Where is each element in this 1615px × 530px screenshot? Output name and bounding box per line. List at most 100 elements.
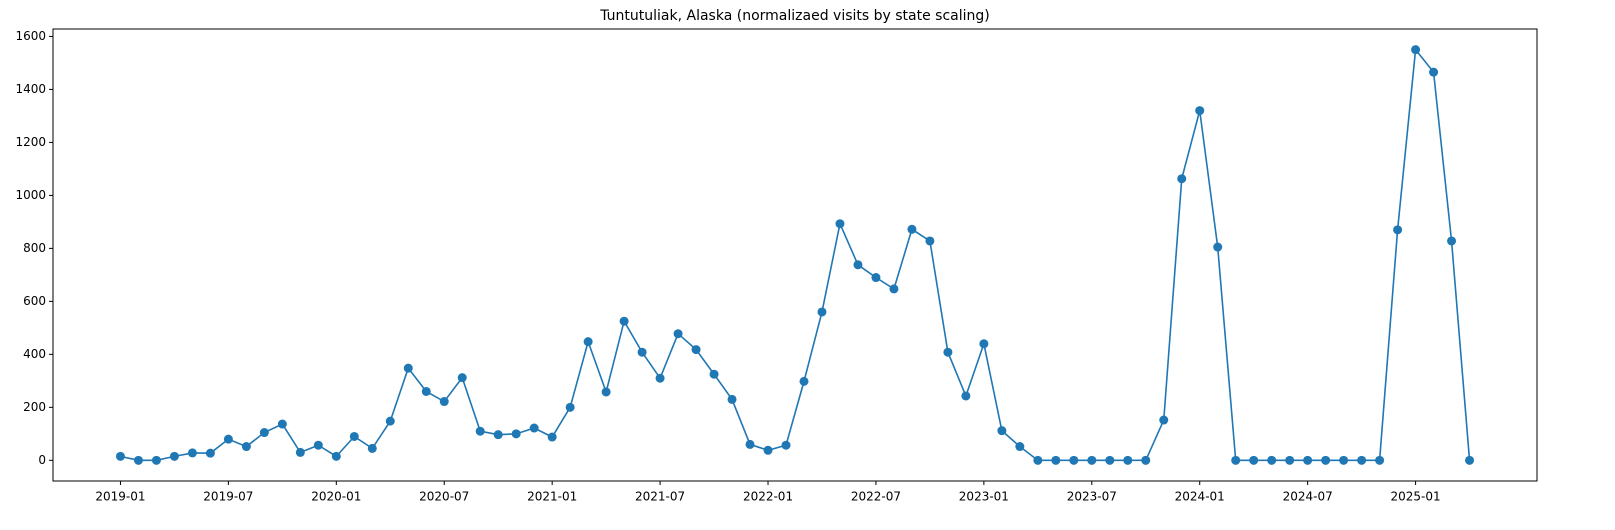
data-point — [1285, 455, 1295, 465]
data-point — [1393, 225, 1403, 235]
data-point — [241, 442, 251, 452]
y-tick-label: 200 — [23, 400, 46, 414]
data-point — [1429, 67, 1439, 77]
data-point — [1321, 455, 1331, 465]
data-line — [120, 47, 1471, 462]
data-point — [1231, 455, 1241, 465]
data-point — [1105, 455, 1115, 465]
data-point — [655, 373, 665, 383]
data-point — [691, 345, 701, 355]
data-point — [961, 391, 971, 401]
data-point — [349, 431, 359, 441]
data-point — [1303, 455, 1313, 465]
data-point — [313, 440, 323, 450]
data-point — [781, 440, 791, 450]
data-point — [1123, 455, 1133, 465]
data-point — [943, 347, 953, 357]
data-point — [1159, 415, 1169, 425]
data-point — [601, 387, 611, 397]
data-point — [1249, 455, 1259, 465]
data-point — [1087, 455, 1097, 465]
data-point — [1033, 455, 1043, 465]
data-point — [457, 373, 467, 383]
data-point — [1339, 455, 1349, 465]
data-point — [799, 376, 809, 386]
data-point — [187, 448, 197, 458]
data-point — [583, 337, 593, 347]
data-point — [1357, 455, 1367, 465]
data-point — [439, 397, 449, 407]
data-point — [1015, 442, 1025, 452]
data-point — [133, 455, 143, 465]
y-tick-label: 1600 — [15, 29, 46, 43]
y-tick-label: 1000 — [15, 188, 46, 202]
data-point — [619, 316, 629, 326]
data-point — [817, 307, 827, 317]
data-point — [709, 369, 719, 379]
data-point — [151, 455, 161, 465]
data-point — [1375, 455, 1385, 465]
y-tick-label: 1400 — [15, 82, 46, 96]
data-point — [907, 224, 917, 234]
data-point — [745, 439, 755, 449]
x-tick-label: 2020-01 — [311, 490, 361, 504]
x-tick-label: 2021-01 — [527, 490, 577, 504]
data-point — [925, 236, 935, 246]
x-tick-label: 2024-01 — [1175, 490, 1225, 504]
x-tick-label: 2019-07 — [203, 490, 253, 504]
data-point — [169, 451, 179, 461]
y-tick-label: 600 — [23, 294, 46, 308]
y-tick-label: 800 — [23, 241, 46, 255]
data-point — [403, 363, 413, 373]
data-point — [1141, 455, 1151, 465]
x-tick-label: 2023-07 — [1067, 490, 1117, 504]
data-point — [331, 451, 341, 461]
y-tick-label: 1200 — [15, 135, 46, 149]
data-point — [763, 445, 773, 455]
data-point — [205, 448, 215, 458]
data-point — [1177, 174, 1187, 184]
data-point — [259, 428, 269, 438]
data-point — [565, 402, 575, 412]
data-point — [295, 447, 305, 457]
data-point — [1051, 455, 1061, 465]
data-point — [475, 426, 485, 436]
data-point — [1447, 236, 1457, 246]
data-point — [871, 273, 881, 283]
data-point — [637, 347, 647, 357]
x-tick-label: 2022-07 — [851, 490, 901, 504]
x-tick-label: 2025-01 — [1391, 490, 1441, 504]
data-point — [367, 443, 377, 453]
data-point — [979, 339, 989, 349]
data-point — [547, 432, 557, 442]
data-point — [889, 284, 899, 294]
data-point — [277, 419, 287, 429]
data-point — [853, 260, 863, 270]
data-point — [673, 329, 683, 339]
data-point — [1465, 455, 1475, 465]
data-point — [421, 386, 431, 396]
data-point — [1195, 106, 1205, 116]
x-tick-label: 2023-01 — [959, 490, 1009, 504]
plot-frame — [52, 28, 1538, 482]
data-point — [1069, 455, 1079, 465]
data-point — [727, 394, 737, 404]
data-point — [835, 219, 845, 229]
data-point — [511, 429, 521, 439]
x-tick-label: 2019-01 — [95, 490, 145, 504]
y-tick-label: 0 — [38, 453, 46, 467]
data-point — [1411, 45, 1421, 55]
data-point — [493, 430, 503, 440]
data-point — [1267, 455, 1277, 465]
data-point — [1213, 242, 1223, 252]
x-tick-label: 2021-07 — [635, 490, 685, 504]
x-tick-label: 2020-07 — [419, 490, 469, 504]
data-point — [997, 426, 1007, 436]
x-tick-label: 2024-07 — [1283, 490, 1333, 504]
data-point — [385, 416, 395, 426]
data-point — [223, 434, 233, 444]
data-point — [529, 423, 539, 433]
y-tick-label: 400 — [23, 347, 46, 361]
chart-title: Tuntutuliak, Alaska (normalizaed visits … — [599, 8, 989, 24]
